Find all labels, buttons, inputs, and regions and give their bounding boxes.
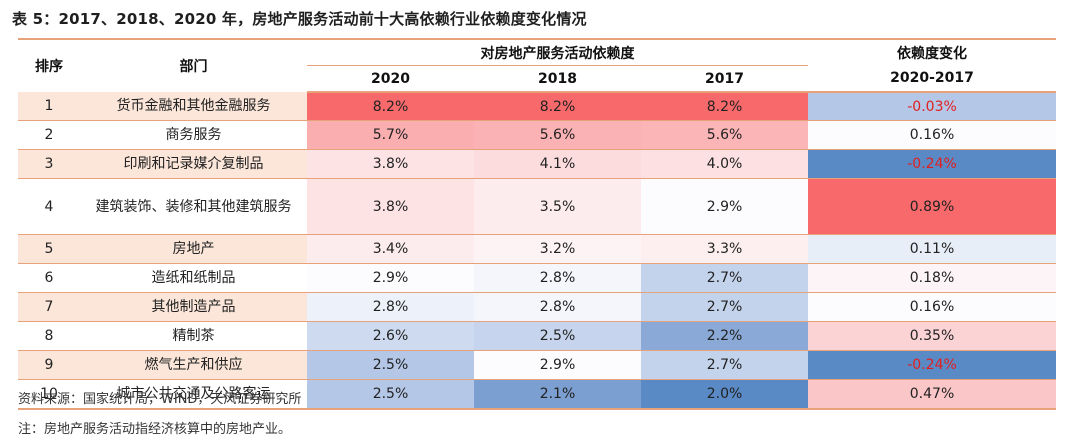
- rank-cell: 5: [18, 234, 80, 264]
- value-2018-cell: 2.5%: [474, 321, 641, 351]
- value-2017-cell: 2.0%: [641, 379, 809, 410]
- value-2020-cell: 5.7%: [307, 120, 474, 150]
- table-row: 3 印刷和记录媒介复制品 3.8% 4.1% 4.0% -0.24%: [18, 149, 1057, 179]
- change-cell: 0.35%: [808, 321, 1057, 351]
- value-2017-cell: 2.7%: [641, 350, 809, 380]
- value-2017-cell: 2.7%: [641, 292, 809, 322]
- value-2018-cell: 5.6%: [474, 120, 641, 150]
- header-dept: 部门: [80, 38, 307, 92]
- value-2020-cell: 2.8%: [307, 292, 474, 322]
- value-2017-cell: 2.7%: [641, 263, 809, 293]
- rank-cell: 1: [18, 92, 80, 121]
- table-body: 1 货币金融和其他金融服务 8.2% 8.2% 8.2% -0.03% 2 商务服务 5.7% 5…: [18, 92, 1057, 410]
- value-2018-cell: 8.2%: [474, 92, 641, 121]
- change-cell: 0.47%: [808, 379, 1057, 410]
- value-2018-cell: 2.1%: [474, 379, 641, 410]
- value-2017-cell: 2.9%: [641, 178, 809, 235]
- change-cell: -0.24%: [808, 149, 1057, 179]
- header-dependency: 对房地产服务活动依赖度: [307, 38, 809, 66]
- value-2017-cell: 3.3%: [641, 234, 809, 264]
- table-row: 6 造纸和纸制品 2.9% 2.8% 2.7% 0.18%: [18, 263, 1057, 293]
- change-cell: 0.18%: [808, 263, 1057, 293]
- source-note: 资料来源：国家统计局，WIND，天风证券研究所: [18, 392, 302, 407]
- dept-cell: 精制茶: [80, 321, 307, 351]
- value-2020-cell: 2.9%: [307, 263, 474, 293]
- header-rank: 排序: [18, 38, 80, 92]
- table-row: 4 建筑装饰、装修和其他建筑服务 3.8% 3.5% 2.9% 0.89%: [18, 178, 1057, 235]
- data-table: 排序 部门 对房地产服务活动依赖度 依赖度变化 2020 2018 2017 2…: [18, 38, 1057, 410]
- value-2017-cell: 4.0%: [641, 149, 809, 179]
- change-cell: -0.03%: [808, 92, 1057, 121]
- header-change: 依赖度变化: [808, 38, 1057, 66]
- rank-cell: 8: [18, 321, 80, 351]
- dept-cell: 城市公共交通及公路客运: [80, 379, 307, 410]
- value-2020-cell: 2.5%: [307, 350, 474, 380]
- rank-cell: 7: [18, 292, 80, 322]
- table-row: 10 城市公共交通及公路客运 2.5% 2.1% 2.0% 0.47%: [18, 379, 1057, 410]
- value-2018-cell: 4.1%: [474, 149, 641, 179]
- rank-cell: 2: [18, 120, 80, 150]
- change-cell: 0.11%: [808, 234, 1057, 264]
- value-2020-cell: 8.2%: [307, 92, 474, 121]
- rank-cell: 4: [18, 178, 80, 235]
- dept-cell: 商务服务: [80, 120, 307, 150]
- rank-cell: 6: [18, 263, 80, 293]
- dept-cell: 燃气生产和供应: [80, 350, 307, 380]
- value-2020-cell: 3.8%: [307, 149, 474, 179]
- value-2020-cell: 3.8%: [307, 178, 474, 235]
- header-change-period: 2020-2017: [808, 65, 1057, 93]
- value-2018-cell: 2.8%: [474, 263, 641, 293]
- dept-cell: 其他制造产品: [80, 292, 307, 322]
- rank-cell: 9: [18, 350, 80, 380]
- change-cell: 0.89%: [808, 178, 1057, 235]
- header-2017: 2017: [641, 65, 809, 93]
- table-header: 排序 部门 对房地产服务活动依赖度 依赖度变化 2020 2018 2017 2…: [18, 38, 1057, 93]
- value-2017-cell: 8.2%: [641, 92, 809, 121]
- value-2018-cell: 2.8%: [474, 292, 641, 322]
- dept-cell: 房地产: [80, 234, 307, 264]
- dependency-table: 排序 部门 对房地产服务活动依赖度 依赖度变化 2020 2018 2017 2…: [18, 38, 1057, 410]
- footnote: 注：房地产服务活动指经济核算中的房地产业。: [18, 422, 292, 437]
- dept-cell: 建筑装饰、装修和其他建筑服务: [80, 178, 307, 235]
- dept-cell: 造纸和纸制品: [80, 263, 307, 293]
- table-row: 1 货币金融和其他金融服务 8.2% 8.2% 8.2% -0.03%: [18, 92, 1057, 121]
- dept-cell: 印刷和记录媒介复制品: [80, 149, 307, 179]
- change-cell: 0.16%: [808, 120, 1057, 150]
- value-2018-cell: 3.2%: [474, 234, 641, 264]
- dept-cell: 货币金融和其他金融服务: [80, 92, 307, 121]
- table-row: 5 房地产 3.4% 3.2% 3.3% 0.11%: [18, 234, 1057, 264]
- value-2020-cell: 2.6%: [307, 321, 474, 351]
- value-2017-cell: 5.6%: [641, 120, 809, 150]
- rank-cell: 3: [18, 149, 80, 179]
- value-2018-cell: 3.5%: [474, 178, 641, 235]
- table-row: 2 商务服务 5.7% 5.6% 5.6% 0.16%: [18, 120, 1057, 150]
- table-row: 7 其他制造产品 2.8% 2.8% 2.7% 0.16%: [18, 292, 1057, 322]
- value-2017-cell: 2.2%: [641, 321, 809, 351]
- table-row: 8 精制茶 2.6% 2.5% 2.2% 0.35%: [18, 321, 1057, 351]
- value-2020-cell: 2.5%: [307, 379, 474, 410]
- rank-cell: 10: [18, 379, 80, 410]
- header-2020: 2020: [307, 65, 474, 93]
- table-row: 9 燃气生产和供应 2.5% 2.9% 2.7% -0.24%: [18, 350, 1057, 380]
- value-2018-cell: 2.9%: [474, 350, 641, 380]
- header-2018: 2018: [474, 65, 641, 93]
- value-2020-cell: 3.4%: [307, 234, 474, 264]
- change-cell: -0.24%: [808, 350, 1057, 380]
- table-title: 表 5：2017、2018、2020 年，房地产服务活动前十大高依赖行业依赖度变…: [12, 10, 587, 28]
- change-cell: 0.16%: [808, 292, 1057, 322]
